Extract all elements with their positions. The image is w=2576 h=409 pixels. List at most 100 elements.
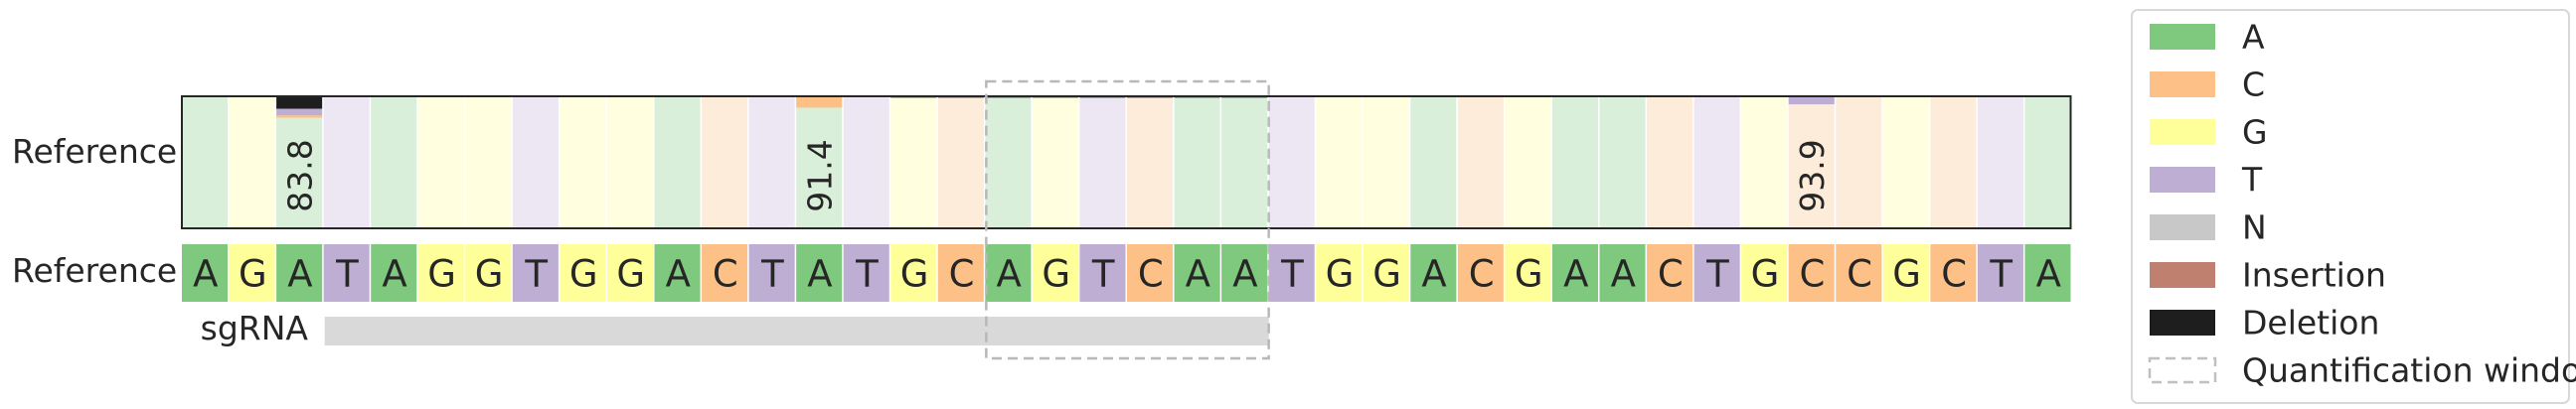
reference-frequency-cell — [843, 96, 889, 228]
legend-label: Insertion — [2242, 256, 2386, 295]
reference-frequency-cell — [1599, 96, 1646, 228]
sequence-cell — [606, 244, 653, 302]
sequence-cell — [1221, 244, 1268, 302]
reference-frequency-cell — [1457, 96, 1504, 228]
sequence-base-label: C — [1469, 253, 1495, 296]
sequence-base-label: A — [1232, 253, 1257, 296]
sequence-base-label: G — [1515, 253, 1543, 296]
sequence-cell — [1647, 244, 1693, 302]
reference-frequency-cell — [1788, 96, 1835, 228]
reference-frequency-cell — [1127, 96, 1174, 228]
sequence-cell — [2024, 244, 2071, 302]
sequence-base-label: G — [569, 253, 598, 296]
reference-frequency-cell — [1741, 96, 1788, 228]
legend-swatch — [2150, 167, 2215, 193]
sequence-base-label: T — [1705, 253, 1729, 296]
reference-frequency-cell — [606, 96, 653, 228]
reference-frequency-cell — [748, 96, 795, 228]
reference-frequency-cell — [1410, 96, 1457, 228]
legend-swatch — [2150, 24, 2215, 50]
sequence-base-label: C — [1800, 253, 1826, 296]
sgrna-label: sgRNA — [201, 309, 309, 347]
sequence-base-label: G — [1751, 253, 1780, 296]
sequence-cell — [1410, 244, 1457, 302]
sequence-cell — [417, 244, 464, 302]
legend-swatch — [2150, 214, 2215, 240]
sequence-cell — [890, 244, 937, 302]
percent-label: 93.9 — [1793, 139, 1832, 211]
allele-segment-t — [1788, 96, 1835, 105]
sequence-base-label: T — [1989, 253, 2012, 296]
sequence-cell — [1930, 244, 1977, 302]
sequence-cell — [654, 244, 701, 302]
reference-frequency-cell — [1316, 96, 1363, 228]
sequence-cell — [1268, 244, 1315, 302]
reference-frequency-cell — [229, 96, 275, 228]
sequence-base-label: A — [382, 253, 406, 296]
sequence-base-label: G — [475, 253, 504, 296]
sequence-base-label: G — [900, 253, 929, 296]
reference-frequency-cell — [1221, 96, 1268, 228]
legend-swatch — [2150, 119, 2215, 145]
sequence-cell — [702, 244, 748, 302]
sequence-cell — [182, 244, 229, 302]
sequence-cell — [843, 244, 889, 302]
sgrna-bar — [324, 317, 1269, 345]
sequence-cell — [560, 244, 606, 302]
sequence-base-label: A — [996, 253, 1021, 296]
reference-frequency-cell — [182, 96, 229, 228]
sequence-base-label: C — [1847, 253, 1872, 296]
reference-frequency-cell — [1882, 96, 1929, 228]
reference-frequency-cell — [890, 96, 937, 228]
sequence-base-label: A — [807, 253, 832, 296]
reference-frequency-cell — [2024, 96, 2071, 228]
sequence-cell — [1741, 244, 1788, 302]
reference-frequency-cell — [1032, 96, 1078, 228]
sequence-base-label: T — [760, 253, 784, 296]
sequence-cell — [1977, 244, 2023, 302]
reference-frequency-cell — [1693, 96, 1740, 228]
sequence-base-label: C — [1138, 253, 1164, 296]
sequence-cell — [276, 244, 323, 302]
reference-frequency-cell — [985, 96, 1032, 228]
reference-frequency-cell — [323, 96, 370, 228]
reference-frequency-cell — [1363, 96, 1409, 228]
reference-frequency-cell — [1505, 96, 1551, 228]
sequence-base-label: A — [1186, 253, 1210, 296]
legend-swatch — [2150, 310, 2215, 336]
sequence-cell — [748, 244, 795, 302]
reference-frequency-cell — [1079, 96, 1126, 228]
sequence-base-label: G — [1892, 253, 1921, 296]
sequence-base-label: C — [949, 253, 975, 296]
legend-label: C — [2242, 66, 2265, 104]
reference-row-label-top: Reference — [12, 132, 177, 171]
reference-frequency-cell — [1930, 96, 1977, 228]
sequence-base-label: C — [1658, 253, 1684, 296]
sequence-base-label: T — [335, 253, 359, 296]
sequence-cell — [512, 244, 559, 302]
sequence-cell — [465, 244, 512, 302]
sequence-base-label: A — [193, 253, 218, 296]
reference-frequency-cell — [417, 96, 464, 228]
sequence-cell — [1882, 244, 1929, 302]
sequence-cell — [1127, 244, 1174, 302]
sequence-base-label: T — [524, 253, 548, 296]
sequence-cell — [1363, 244, 1409, 302]
legend-frame — [2131, 9, 2570, 404]
reference-frequency-cell — [1977, 96, 2023, 228]
legend-label: A — [2242, 18, 2265, 57]
reference-frequency-cell — [654, 96, 701, 228]
reference-frequency-cell — [512, 96, 559, 228]
reference-frequency-cell — [796, 96, 843, 228]
sequence-cell — [323, 244, 370, 302]
legend-label: Quantification window — [2242, 351, 2576, 390]
sequence-base-label: C — [713, 253, 738, 296]
sequence-cell — [1079, 244, 1126, 302]
reference-frequency-cell — [1268, 96, 1315, 228]
sequence-cell — [229, 244, 275, 302]
sequence-cell — [1032, 244, 1078, 302]
allele-segment-t — [276, 108, 323, 116]
